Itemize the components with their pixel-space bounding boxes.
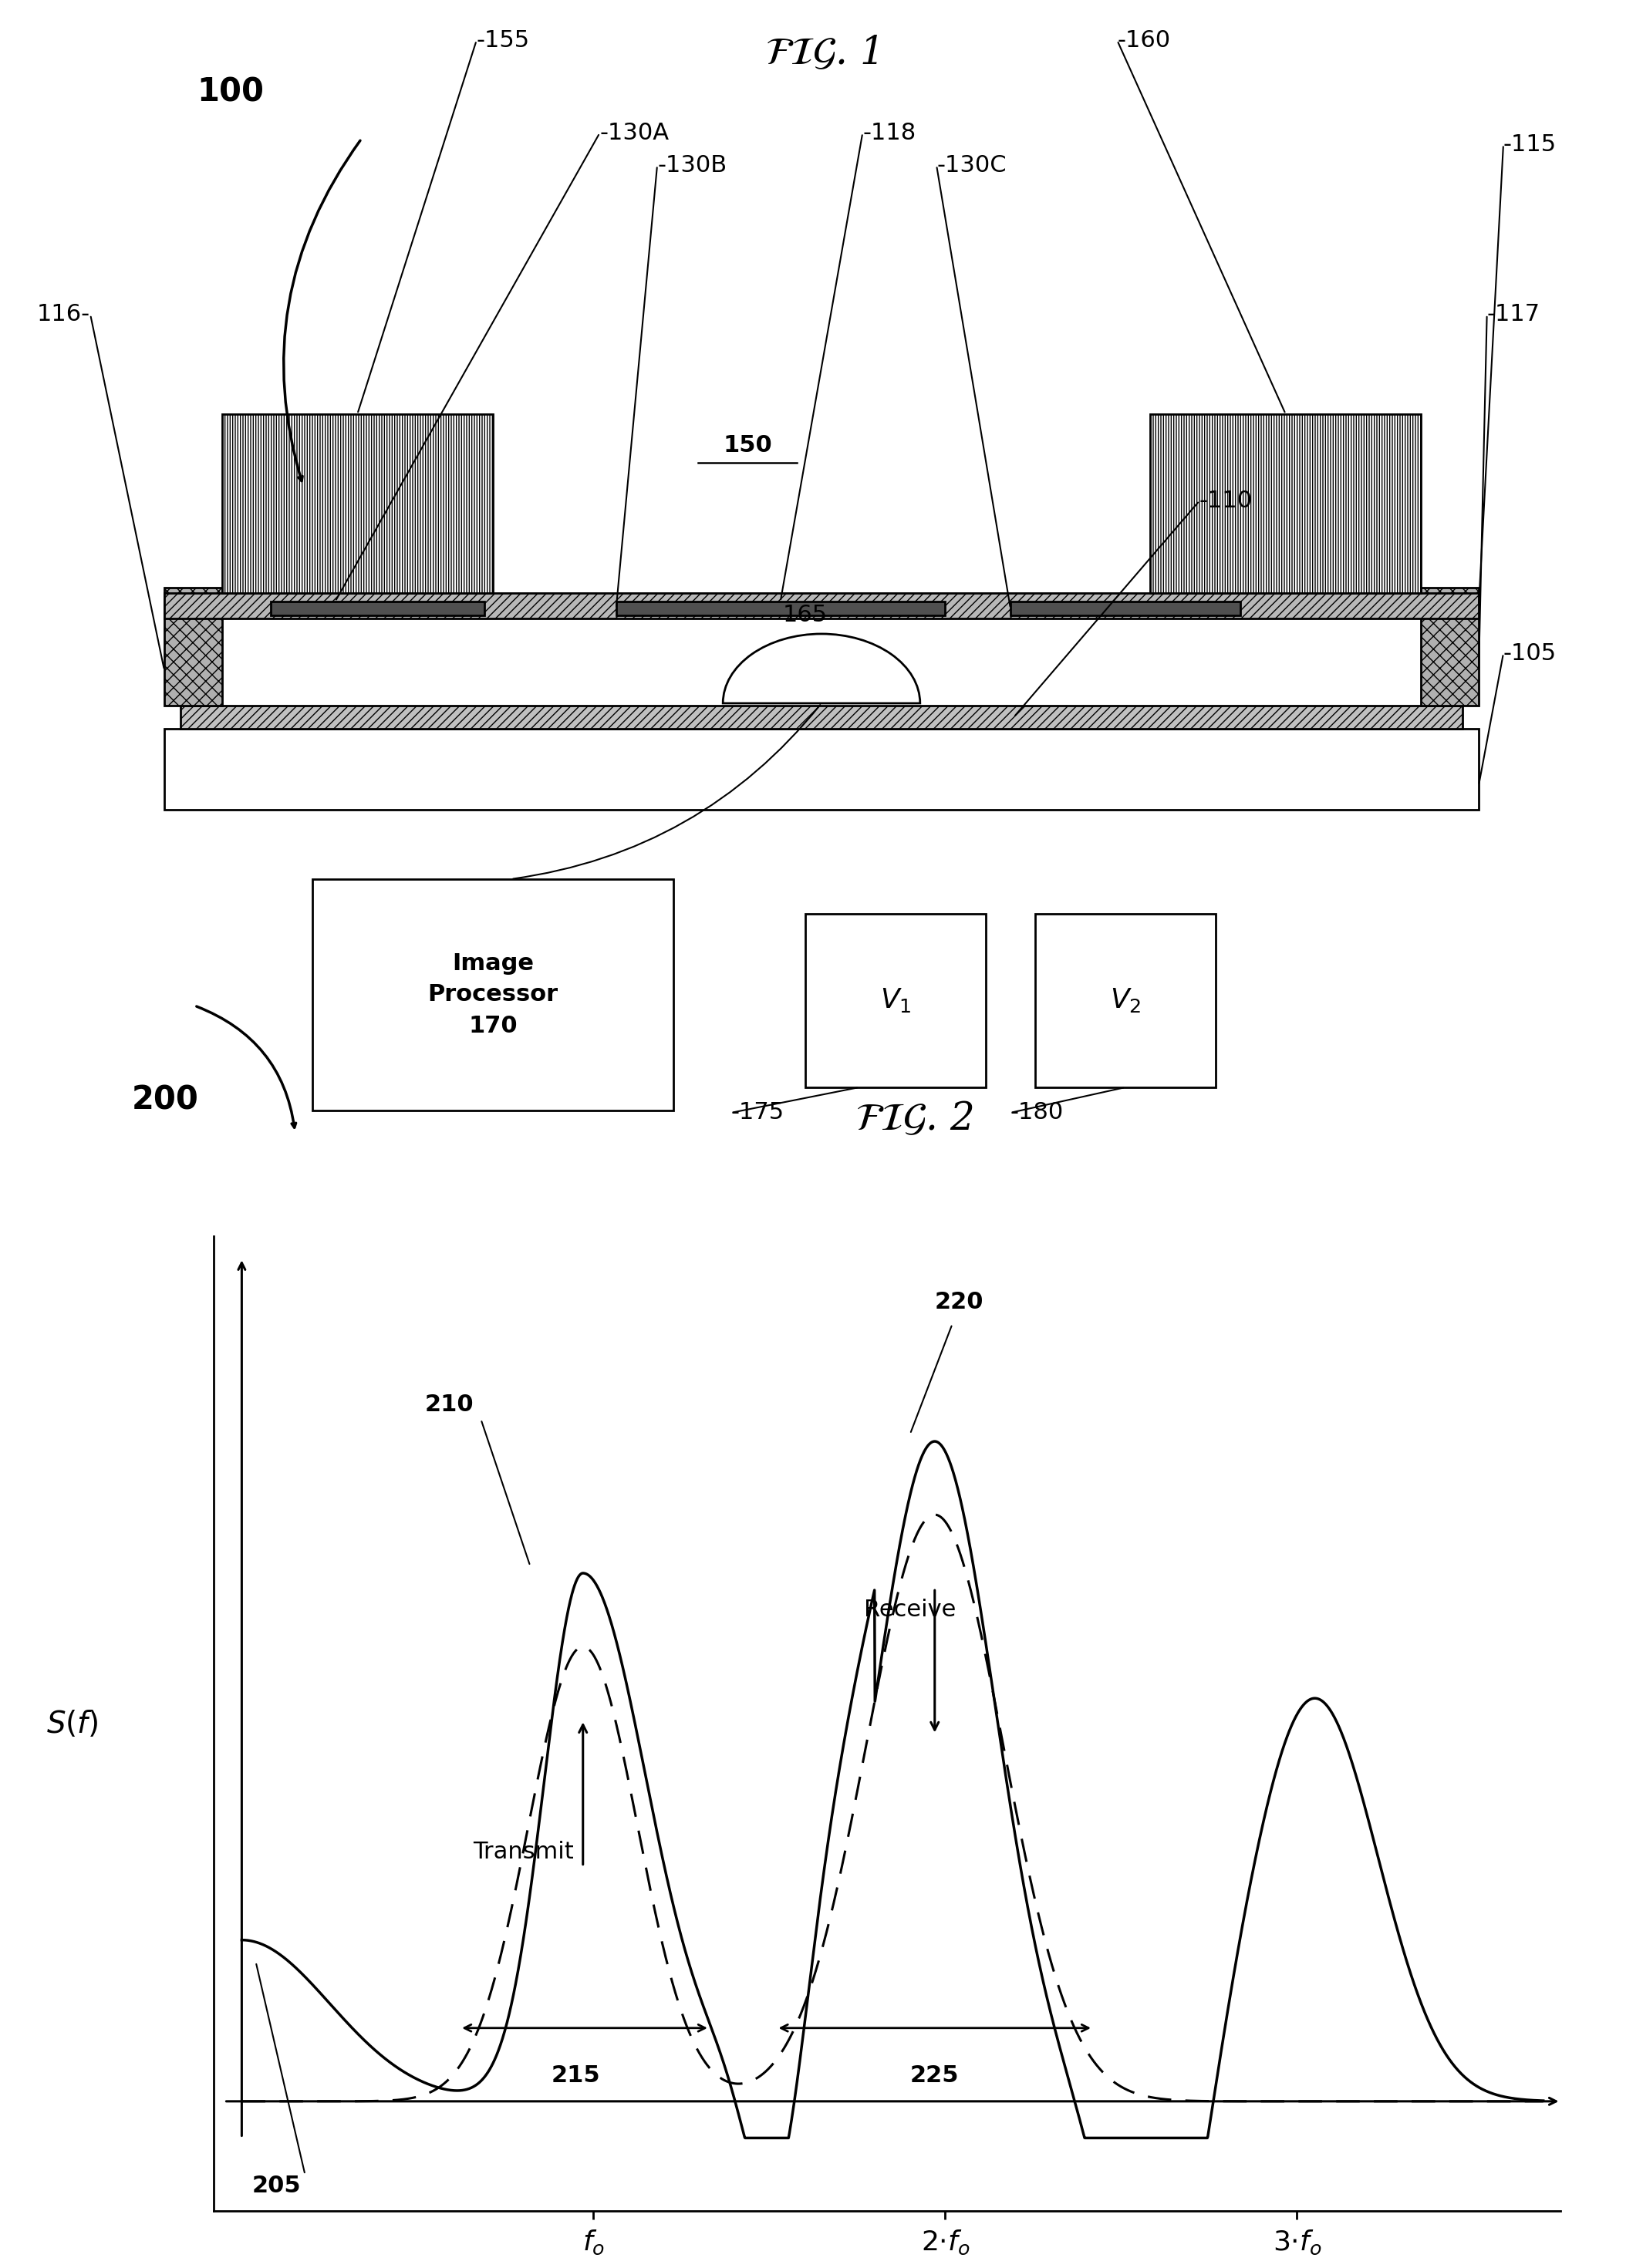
Text: -130B: -130B [657,154,726,177]
Bar [164,728,1479,810]
Text: $\mathcal{FIG}$. 2: $\mathcal{FIG}$. 2 [854,1100,973,1139]
Text: -175: -175 [731,1102,784,1125]
Bar [1010,601,1240,615]
Text: $S(f)$: $S(f)$ [46,1708,99,1740]
Text: 215: 215 [552,2064,600,2087]
Text: Transmit: Transmit [473,1842,573,1864]
Bar [271,601,485,615]
Text: Receive: Receive [864,1599,956,1622]
Wedge shape [723,633,920,703]
Bar [312,880,674,1111]
Text: -180: -180 [1010,1102,1065,1125]
Bar [805,914,986,1086]
Text: -160: -160 [1117,29,1170,52]
Text: -117: -117 [1487,304,1539,327]
Bar [616,601,945,615]
Text: 150: 150 [723,433,772,456]
Text: $V_1$: $V_1$ [881,987,910,1014]
Text: 220: 220 [935,1290,984,1313]
Text: 205: 205 [253,2175,301,2198]
Text: -130C: -130C [937,154,1007,177]
Text: 165: 165 [782,603,828,626]
Bar [222,415,493,594]
Text: -155: -155 [476,29,529,52]
Text: -115: -115 [1503,134,1556,156]
Bar [164,587,222,705]
Bar [1421,587,1479,705]
Bar [181,705,1462,728]
Text: 225: 225 [910,2064,960,2087]
Text: 210: 210 [424,1393,473,1415]
Text: -130A: -130A [600,122,669,145]
Text: $V_2$: $V_2$ [1111,987,1140,1014]
Text: -118: -118 [863,122,917,145]
Text: 100: 100 [197,77,265,109]
Text: 200: 200 [131,1084,199,1116]
Bar [164,594,1479,619]
Bar [1150,415,1421,594]
Text: Image
Processor
170: Image Processor 170 [427,953,559,1036]
Bar [1035,914,1216,1086]
Text: $\mathcal{FIG}$. 1: $\mathcal{FIG}$. 1 [766,34,877,73]
Text: 116-: 116- [38,304,90,327]
Text: -110: -110 [1199,490,1252,513]
Text: -105: -105 [1503,642,1556,665]
